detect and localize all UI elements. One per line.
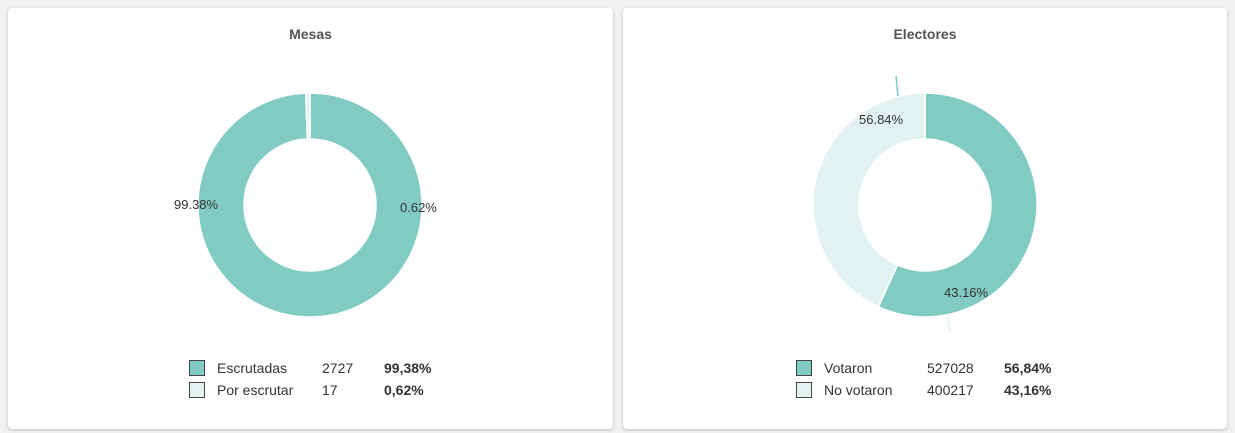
electores-donut-chart: 56.84% 43.16% <box>812 75 1038 333</box>
legend-item-por-escrutar[interactable]: Por escrutar 17 0,62% <box>189 379 431 401</box>
legend-label: Por escrutar <box>217 382 294 398</box>
legend-count: 400217 <box>927 382 974 398</box>
legend-label: No votaron <box>824 382 893 398</box>
mesas-legend: Escrutadas 2727 99,38% Por escrutar 17 0… <box>189 357 431 401</box>
slice-por-escrutar[interactable] <box>304 92 311 140</box>
data-label-por-escrutar: 0.62% <box>400 200 437 215</box>
legend-swatch-votaron <box>796 360 812 376</box>
legend-item-votaron[interactable]: Votaron 527028 56,84% <box>796 357 1051 379</box>
legend-percent: 99,38% <box>384 360 432 376</box>
legend-label: Escrutadas <box>217 360 288 376</box>
electores-title: Electores <box>893 26 957 42</box>
legend-label: Votaron <box>824 360 873 376</box>
mesas-title: Mesas <box>289 26 332 42</box>
electores-legend: Votaron 527028 56,84% No votaron 400217 … <box>796 357 1051 401</box>
slice-no-votaron[interactable] <box>812 92 926 308</box>
legend-count: 2727 <box>322 360 354 376</box>
legend-swatch-no-votaron <box>796 382 812 398</box>
legend-item-escrutadas[interactable]: Escrutadas 2727 99,38% <box>189 357 431 379</box>
data-label-no-votaron: 43.16% <box>944 285 989 300</box>
data-label-votaron: 56.84% <box>859 112 904 127</box>
legend-percent: 43,16% <box>1004 382 1052 398</box>
mesas-card: Mesas 99.38% 0.62% Escrutadas 2727 99,38%… <box>8 8 613 429</box>
leader-line-no-votaron <box>947 315 951 333</box>
legend-count: 17 <box>322 382 338 398</box>
leader-line-votaron <box>895 75 899 97</box>
mesas-donut-chart: 99.38% 0.62% <box>174 92 437 318</box>
legend-swatch-por-escrutar <box>189 382 205 398</box>
data-label-escrutadas: 99.38% <box>174 197 219 212</box>
slice-votaron[interactable] <box>877 92 1038 318</box>
legend-count: 527028 <box>927 360 974 376</box>
legend-percent: 56,84% <box>1004 360 1052 376</box>
legend-swatch-escrutadas <box>189 360 205 376</box>
slice-escrutadas[interactable] <box>197 92 423 318</box>
electores-card: Electores 56.84% 43.16% Votaron 527028 56… <box>623 8 1227 429</box>
legend-percent: 0,62% <box>384 382 424 398</box>
legend-item-no-votaron[interactable]: No votaron 400217 43,16% <box>796 379 1051 401</box>
